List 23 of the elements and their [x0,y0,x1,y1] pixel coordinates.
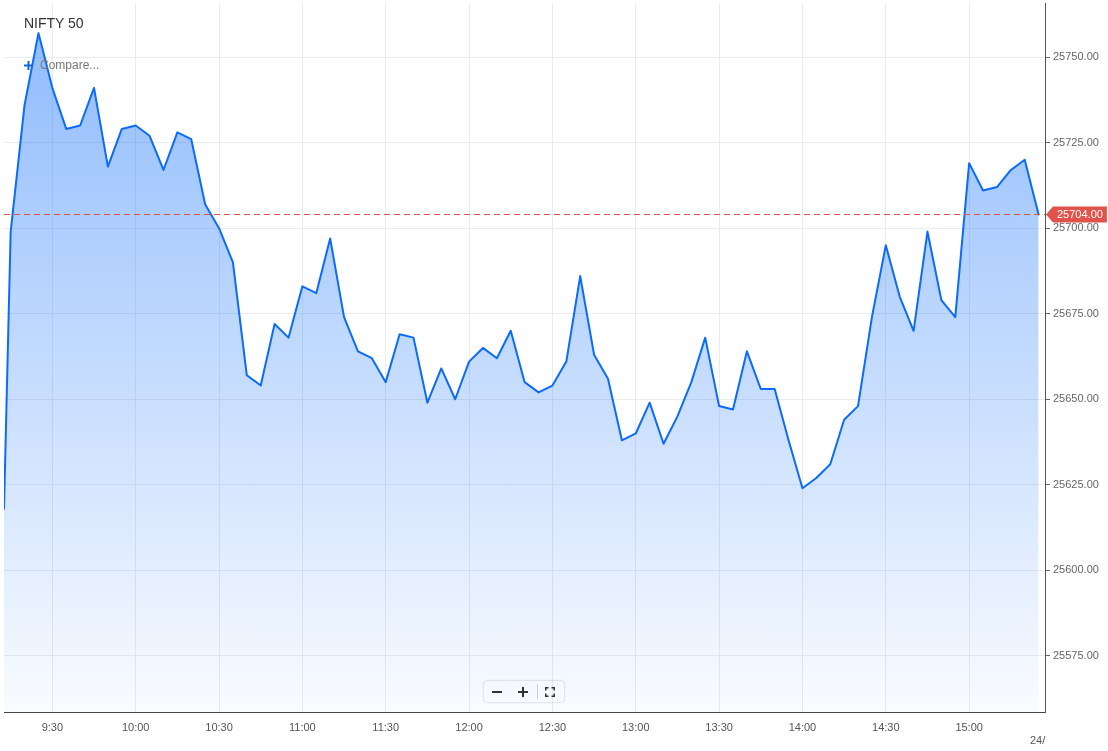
x-tick-label: 14:30 [872,720,900,733]
y-tick-label: 25650.00 [1053,392,1099,405]
x-tick-label: 15:00 [955,720,983,733]
text: 24/ [1030,734,1046,746]
x-tick-label: 10:30 [205,720,233,733]
x-tick-label: 9:30 [41,720,64,733]
y-tick-label: 25700.00 [1053,221,1099,234]
y-tick-label: 25575.00 [1053,648,1099,661]
x-tick-label: 12:30 [538,720,567,733]
x-tick-label: 14:00 [788,720,817,733]
x-tick-label: 13:00 [622,720,650,733]
y-tick-label: 25750.00 [1053,50,1099,63]
x-tick-label: 13:30 [705,720,733,733]
y-tick-label: 25625.00 [1053,477,1099,490]
x-tick-label: 11:30 [372,720,400,733]
y-tick-label: 25675.00 [1053,306,1099,319]
x-tick-label: 11:00 [289,720,316,733]
x-tick-label: 10:00 [121,720,150,733]
ref-line-label: 25704.00 [1057,208,1103,221]
text: NIFTY 50 [24,15,84,31]
x-tick-label: 12:00 [455,720,483,733]
y-tick-label: 25600.00 [1053,563,1099,576]
y-tick-label: 25725.00 [1053,135,1099,148]
